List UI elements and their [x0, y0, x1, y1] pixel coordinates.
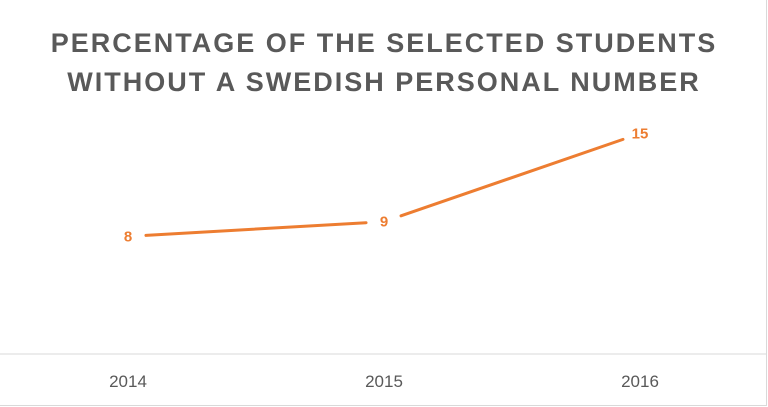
- data-label: 15: [632, 126, 649, 143]
- x-tick-label: 2014: [109, 372, 147, 391]
- chart-title: PERCENTAGE OF THE SELECTED STUDENTS WITH…: [0, 24, 768, 102]
- chart-title-line-1: PERCENTAGE OF THE SELECTED STUDENTS: [50, 28, 718, 58]
- x-tick-label: 2015: [365, 372, 403, 391]
- series-line-segment: [144, 221, 368, 237]
- x-tick-label: 2016: [621, 372, 659, 391]
- chart-title-line-2: WITHOUT A SWEDISH PERSONAL NUMBER: [67, 67, 701, 97]
- series-line-segment: [399, 137, 625, 218]
- data-label: 8: [124, 228, 132, 245]
- series-layer: [144, 137, 625, 237]
- data-label: 9: [380, 214, 388, 231]
- data-labels: 8 9 15: [124, 126, 649, 246]
- x-tick-labels: 2014 2015 2016: [109, 372, 659, 391]
